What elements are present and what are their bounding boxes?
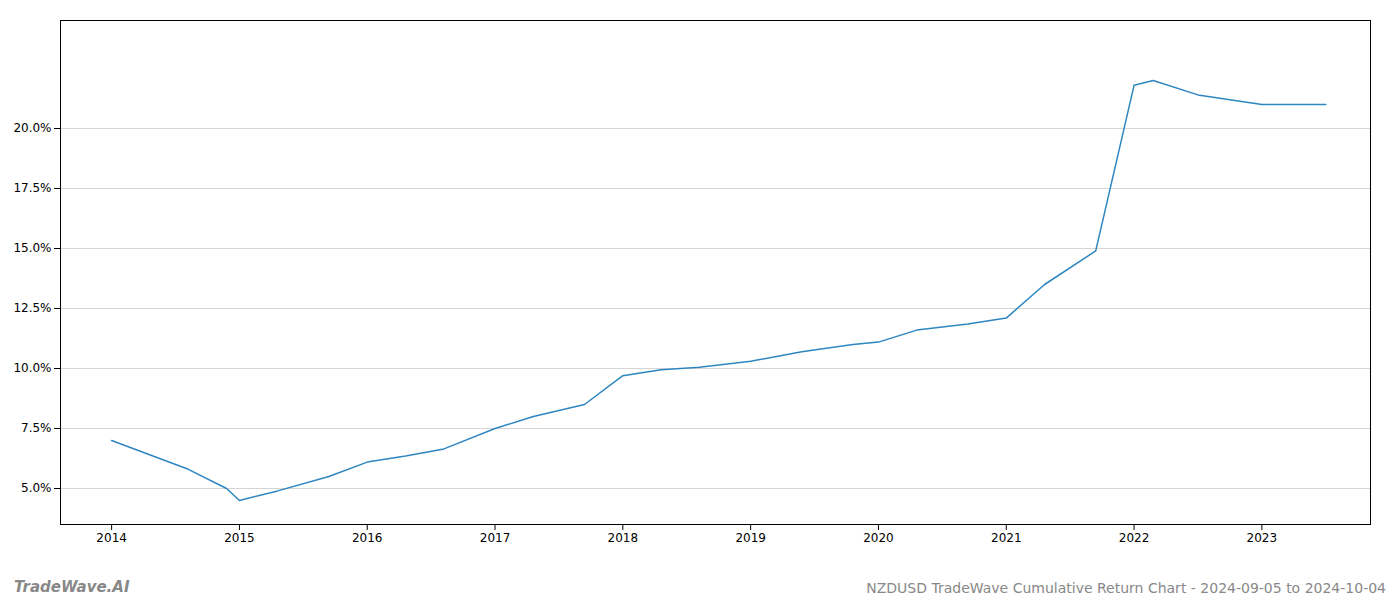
- svg-text:2019: 2019: [735, 531, 766, 545]
- svg-text:2020: 2020: [863, 531, 894, 545]
- html-text:TradeWave.AI: TradeWave.AI: [14, 578, 130, 596]
- html-text:NZDUSD TradeWave Cumulative Re: NZDUSD TradeWave Cumulative Return Chart…: [866, 580, 1386, 596]
- svg-text:17.5%: 17.5%: [13, 181, 51, 195]
- svg-text:12.5%: 12.5%: [13, 301, 51, 315]
- svg-text:2017: 2017: [480, 531, 511, 545]
- svg-text:7.5%: 7.5%: [21, 421, 52, 435]
- svg-text:15.0%: 15.0%: [13, 241, 51, 255]
- svg-text:10.0%: 10.0%: [13, 361, 51, 375]
- svg-text:5.0%: 5.0%: [21, 481, 52, 495]
- svg-text:2021: 2021: [991, 531, 1022, 545]
- svg-text:2016: 2016: [352, 531, 383, 545]
- svg-text:2018: 2018: [608, 531, 639, 545]
- svg-text:20.0%: 20.0%: [13, 121, 51, 135]
- svg-text:2014: 2014: [96, 531, 127, 545]
- svg-text:2015: 2015: [224, 531, 255, 545]
- svg-text:2023: 2023: [1247, 531, 1278, 545]
- svg-text:2022: 2022: [1119, 531, 1150, 545]
